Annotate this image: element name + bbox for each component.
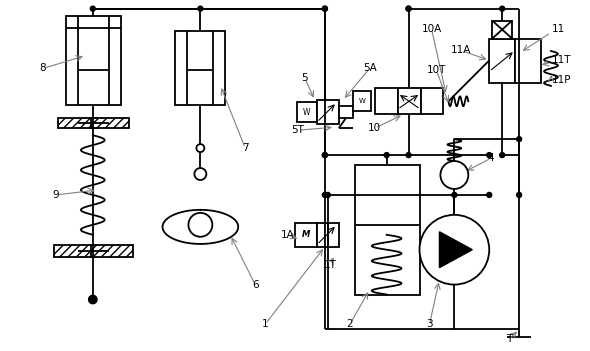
- Bar: [353, 91, 371, 111]
- Circle shape: [500, 6, 504, 11]
- Text: M: M: [301, 230, 310, 239]
- Bar: [175, 31, 225, 105]
- Text: 10: 10: [368, 123, 381, 133]
- Circle shape: [440, 161, 468, 189]
- Circle shape: [487, 153, 491, 158]
- Text: 11: 11: [552, 24, 565, 34]
- Text: 1T: 1T: [323, 260, 336, 270]
- Circle shape: [406, 6, 411, 11]
- Bar: [489, 39, 515, 84]
- Circle shape: [188, 213, 212, 237]
- Circle shape: [406, 6, 411, 11]
- Bar: [317, 100, 339, 124]
- Bar: [375, 88, 398, 114]
- Circle shape: [419, 215, 489, 285]
- Text: 11P: 11P: [552, 75, 572, 85]
- Bar: [398, 88, 421, 114]
- Circle shape: [194, 168, 206, 180]
- Text: 5T: 5T: [291, 125, 304, 135]
- Text: 3: 3: [426, 319, 433, 329]
- Text: 2: 2: [346, 319, 353, 329]
- Circle shape: [322, 153, 327, 158]
- Circle shape: [322, 6, 327, 11]
- Circle shape: [500, 153, 504, 158]
- Text: W: W: [303, 108, 311, 117]
- Circle shape: [452, 192, 457, 197]
- Text: 6: 6: [252, 279, 258, 290]
- Polygon shape: [440, 232, 473, 267]
- Circle shape: [322, 6, 327, 11]
- Bar: [91, 118, 129, 128]
- Bar: [66, 16, 121, 105]
- Circle shape: [487, 192, 491, 197]
- Bar: [317, 223, 339, 247]
- Circle shape: [196, 144, 204, 152]
- Bar: [58, 118, 96, 128]
- Text: 10T: 10T: [427, 65, 446, 75]
- Text: 7: 7: [242, 143, 248, 153]
- Circle shape: [517, 137, 522, 142]
- Text: 9: 9: [53, 190, 59, 200]
- Circle shape: [90, 6, 96, 11]
- Bar: [492, 21, 512, 39]
- Text: 11T: 11T: [552, 55, 572, 65]
- Text: 5A: 5A: [363, 64, 376, 73]
- Text: W: W: [358, 98, 365, 104]
- Bar: [355, 165, 419, 294]
- Bar: [339, 106, 353, 118]
- Bar: [54, 245, 96, 257]
- Bar: [91, 245, 133, 257]
- Text: 10A: 10A: [421, 24, 441, 34]
- Bar: [515, 39, 541, 84]
- Circle shape: [198, 6, 203, 11]
- Text: 8: 8: [40, 64, 46, 73]
- Circle shape: [322, 153, 327, 158]
- Circle shape: [384, 153, 389, 158]
- Text: 1A: 1A: [281, 230, 295, 240]
- Bar: [421, 88, 444, 114]
- Circle shape: [325, 192, 330, 197]
- Bar: [297, 102, 317, 122]
- Circle shape: [406, 153, 411, 158]
- Bar: [295, 223, 317, 247]
- Text: T: T: [506, 335, 512, 344]
- Text: 4: 4: [488, 153, 494, 163]
- Circle shape: [89, 296, 97, 304]
- Text: 1: 1: [262, 319, 268, 329]
- Circle shape: [517, 192, 522, 197]
- Text: 11A: 11A: [451, 46, 471, 55]
- Circle shape: [322, 192, 327, 197]
- Text: 5: 5: [301, 73, 308, 84]
